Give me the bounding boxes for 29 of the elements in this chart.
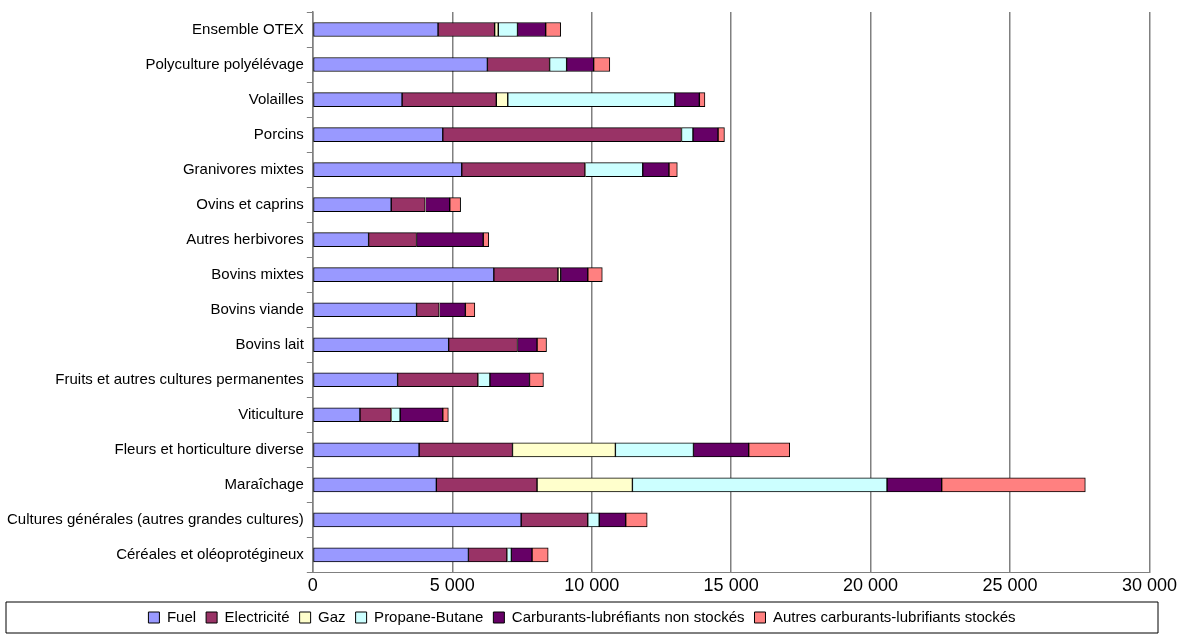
legend-label: Gaz — [318, 607, 346, 625]
legend-label: Autres carburants-lubrifiants stockés — [772, 607, 1016, 625]
x-tick-label: 10 000 — [564, 575, 620, 596]
x-tick-label: 30 000 — [1121, 575, 1177, 596]
y-tick-label: Ensemble OTEX — [192, 19, 304, 37]
y-tick-label: Bovins mixtes — [211, 264, 304, 282]
y-tick-label: Céréales et oléoprotégineux — [116, 545, 305, 563]
y-tick-label: Fruits et autres cultures permanentes — [55, 369, 304, 387]
legend-label: Propane-Butane — [374, 607, 484, 625]
legend-label: Carburants-lubréfiants non stockés — [511, 607, 745, 625]
y-tick-label: Fleurs et horticulture diverse — [114, 439, 304, 457]
y-tick-label: Ovins et caprins — [196, 194, 304, 212]
x-tick-label: 5 000 — [429, 575, 475, 596]
y-tick-label: Bovins viande — [210, 299, 304, 317]
y-tick-label: Cultures générales (autres grandes cultures) — [6, 510, 304, 527]
y-tick-label: Maraîchage — [224, 474, 304, 492]
x-tick-label: 20 000 — [843, 575, 899, 596]
y-tick-label: Polyculture polyélévage — [145, 54, 304, 72]
x-tick-label: 15 000 — [703, 575, 759, 596]
y-tick-label: Volailles — [248, 89, 304, 107]
y-tick-label: Viticulture — [238, 404, 304, 422]
legend-label: Fuel — [166, 607, 197, 625]
y-tick-label: Bovins lait — [235, 334, 305, 352]
y-tick-label: Autres herbivores — [186, 229, 304, 247]
y-tick-label: Granivores mixtes — [182, 159, 304, 177]
legend-label: Electricité — [224, 607, 290, 625]
x-tick-label: 0 — [307, 575, 318, 596]
y-tick-label: Porcins — [253, 124, 304, 142]
x-tick-label: 25 000 — [982, 575, 1038, 596]
